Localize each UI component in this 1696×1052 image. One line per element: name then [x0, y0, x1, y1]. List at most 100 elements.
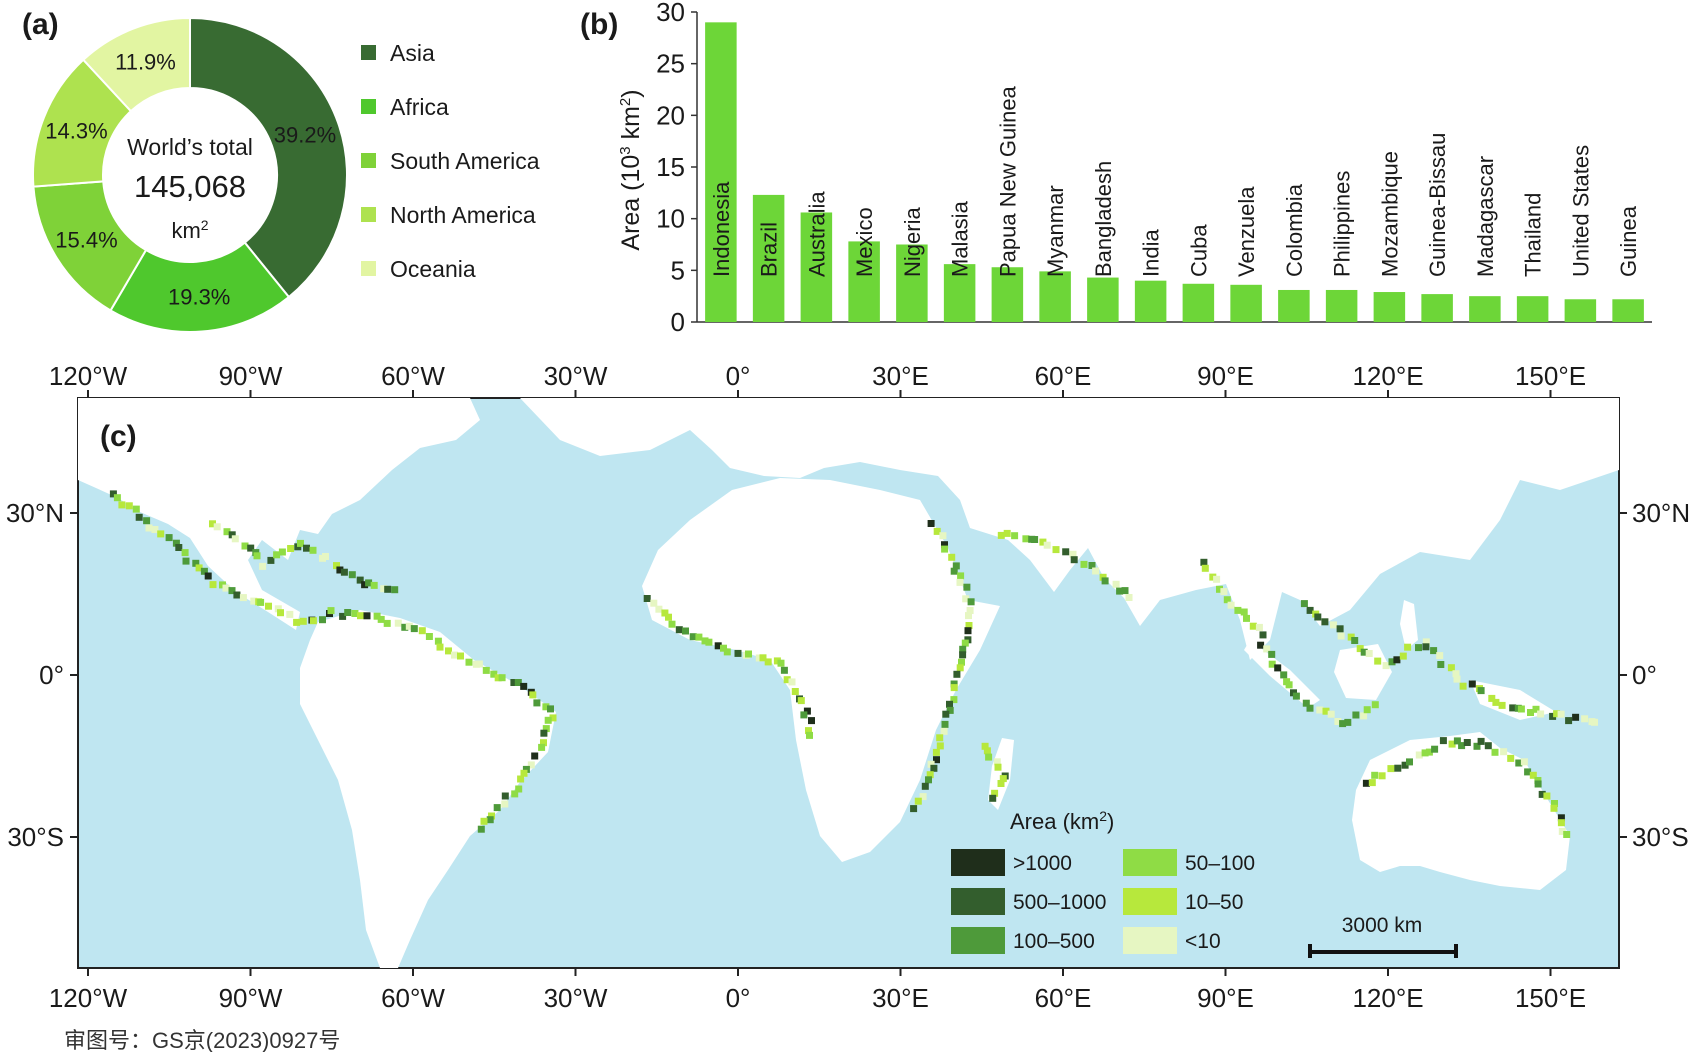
mangrove-cell	[274, 605, 282, 613]
mangrove-cell	[1327, 710, 1335, 718]
mangrove-cell	[1314, 613, 1322, 621]
bar-category-label: Nigeria	[900, 207, 925, 277]
mangrove-cell	[1439, 737, 1447, 745]
mangrove-cell	[936, 734, 944, 742]
mangrove-cell	[482, 666, 490, 674]
donut-slice-label: 11.9%	[115, 49, 176, 74]
mangrove-cell	[1388, 658, 1396, 666]
mangrove-cell	[1268, 660, 1276, 668]
mangrove-cell	[994, 763, 1002, 771]
mangrove-cell	[125, 502, 133, 510]
mangrove-cell	[457, 652, 464, 660]
bar-category-label: Venzuela	[1234, 186, 1259, 277]
bar-nigeria	[896, 244, 928, 322]
mangrove-cell	[228, 587, 236, 595]
mangrove-cell	[540, 739, 547, 747]
mangrove-cell	[919, 793, 927, 801]
map-legend-title-a: Area (km	[1010, 809, 1099, 834]
mangrove-cell	[764, 658, 772, 666]
mangrove-cell	[958, 658, 965, 666]
mangrove-cell	[956, 578, 964, 586]
mangrove-cell	[1498, 701, 1506, 709]
bar-india	[1134, 280, 1167, 322]
mangrove-cell	[344, 609, 352, 616]
mangrove-cell	[1473, 742, 1481, 750]
bar-category-label: Australia	[804, 191, 829, 277]
mangrove-cell	[377, 615, 385, 623]
map-lat-tick-label: 0°	[1632, 660, 1657, 690]
map-lat-tick-label: 0°	[39, 660, 64, 690]
mangrove-cell	[1259, 631, 1267, 639]
mangrove-cell	[780, 666, 788, 674]
mangrove-cell	[1292, 692, 1300, 700]
map-lon-tick-label: 90°E	[1197, 983, 1254, 1013]
map-approval-footnote: 审图号：GS京(2023)0927号	[64, 1028, 340, 1052]
bar-category-label: Bangladesh	[1091, 161, 1116, 277]
mangrove-cell	[1406, 758, 1413, 766]
map-lat-tick-label: 30°N	[1632, 498, 1690, 528]
mangrove-cell	[1360, 712, 1368, 720]
mangrove-cell	[941, 720, 949, 728]
mangrove-cell	[927, 760, 935, 768]
mangrove-cell	[927, 520, 935, 527]
mangrove-cell	[135, 513, 143, 521]
bar-guinea-bissau	[1421, 294, 1453, 322]
mangrove-cell	[394, 619, 402, 627]
mangrove-cell	[380, 585, 388, 593]
mangrove-cell	[1572, 713, 1580, 721]
bar-category-label: Brazil	[757, 222, 782, 277]
panel-b-label: (b)	[580, 8, 618, 41]
map-legend-swatch	[1123, 888, 1177, 915]
landmass-greenland	[520, 398, 700, 456]
mangrove-cell	[1334, 718, 1342, 725]
mangrove-cell	[527, 761, 535, 769]
mangrove-cell	[1421, 749, 1429, 757]
mangrove-cell	[233, 591, 241, 599]
map-lon-tick-label: 90°W	[219, 983, 283, 1013]
mangrove-cell	[520, 682, 528, 690]
bar-madagascar	[1469, 296, 1501, 322]
mangrove-cell	[547, 705, 554, 713]
mangrove-cell	[1492, 698, 1500, 706]
bar-philippines	[1325, 289, 1358, 322]
donut-legend-swatch	[361, 99, 376, 114]
mangrove-cell	[1371, 701, 1379, 709]
mangrove-cell	[451, 651, 458, 659]
mangrove-cell	[933, 527, 941, 535]
map-lon-tick-label: 30°W	[544, 361, 608, 391]
mangrove-cell	[1255, 623, 1263, 631]
mangrove-cell	[175, 544, 183, 551]
mangrove-cell	[165, 534, 173, 542]
mangrove-cell	[1557, 814, 1565, 822]
mangrove-cell	[655, 605, 663, 613]
mangrove-cell	[247, 544, 255, 552]
map-lon-tick-label: 90°W	[219, 361, 283, 391]
mangrove-cell	[1399, 652, 1407, 660]
bar-indonesia	[705, 22, 737, 322]
mangrove-cell	[265, 602, 272, 610]
mangrove-cell	[303, 544, 310, 552]
donut-legend-label: North America	[390, 202, 536, 228]
mangrove-cell	[1558, 827, 1566, 835]
mangrove-cell	[363, 612, 371, 620]
mangrove-cell	[777, 659, 785, 667]
mangrove-cell	[351, 610, 359, 617]
donut-legend-swatch	[361, 207, 376, 222]
mangrove-cell	[145, 524, 153, 532]
landmass-south-america	[300, 610, 556, 968]
mangrove-cell	[228, 531, 236, 539]
mangrove-cell	[953, 670, 961, 678]
panel-a-label: (a)	[22, 8, 59, 41]
mangrove-cell	[1356, 645, 1364, 653]
map-legend-swatch	[1123, 849, 1177, 876]
map-lat-tick-label: 30°N	[6, 498, 64, 528]
mangrove-cell	[1543, 792, 1551, 800]
mangrove-cell	[1425, 748, 1433, 756]
mangrove-cell	[1431, 745, 1439, 753]
map-lat-tick-label: 30°S	[1632, 822, 1689, 852]
map-lon-tick-label: 120°W	[49, 361, 128, 391]
panel-c-label: (c)	[100, 420, 137, 453]
map-lon-tick-label: 0°	[726, 983, 751, 1013]
mangrove-cell	[701, 637, 709, 645]
mangrove-cell	[1551, 800, 1558, 807]
